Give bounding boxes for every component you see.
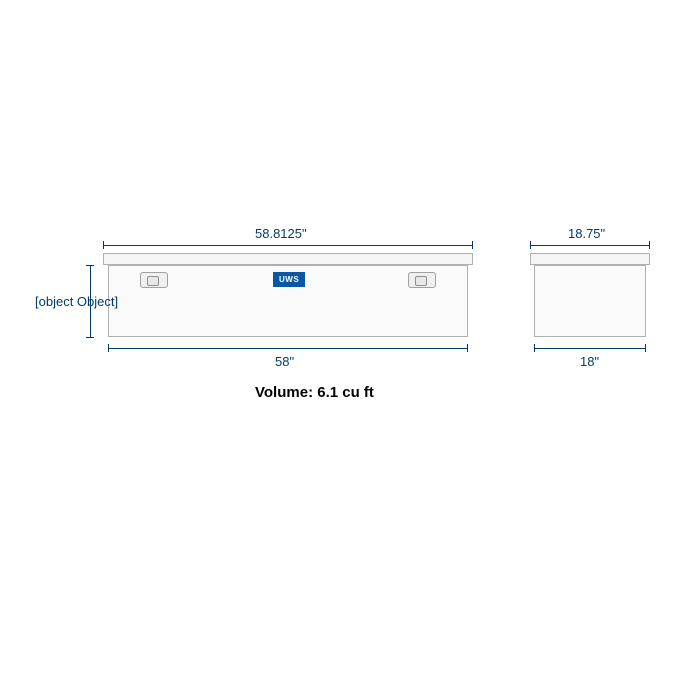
side-body	[534, 265, 646, 337]
front-lid	[103, 253, 473, 265]
tick	[530, 241, 531, 249]
front-lid-width-label: 58.8125"	[255, 226, 307, 241]
tick	[472, 241, 473, 249]
brand-logo: UWS	[273, 272, 305, 287]
side-body-width-label: 18"	[580, 354, 599, 369]
front-top-dim-line	[103, 245, 473, 246]
tick	[86, 337, 94, 338]
dimension-diagram: UWS 58.8125" 58" [object Object] 18.75" …	[0, 0, 700, 700]
side-lid	[530, 253, 650, 265]
tick	[534, 344, 535, 352]
side-top-dim-line	[530, 245, 650, 246]
tick	[103, 241, 104, 249]
latch-left	[140, 272, 168, 288]
volume-label: Volume: 6.1 cu ft	[255, 384, 374, 401]
front-bottom-dim-line	[108, 348, 468, 349]
side-bottom-dim-line	[534, 348, 646, 349]
front-height-label: [object Object]	[35, 294, 118, 309]
side-lid-width-label: 18.75"	[568, 226, 605, 241]
tick	[108, 344, 109, 352]
tick	[649, 241, 650, 249]
tick	[86, 265, 94, 266]
tick	[645, 344, 646, 352]
latch-right	[408, 272, 436, 288]
front-body-width-label: 58"	[275, 354, 294, 369]
tick	[467, 344, 468, 352]
